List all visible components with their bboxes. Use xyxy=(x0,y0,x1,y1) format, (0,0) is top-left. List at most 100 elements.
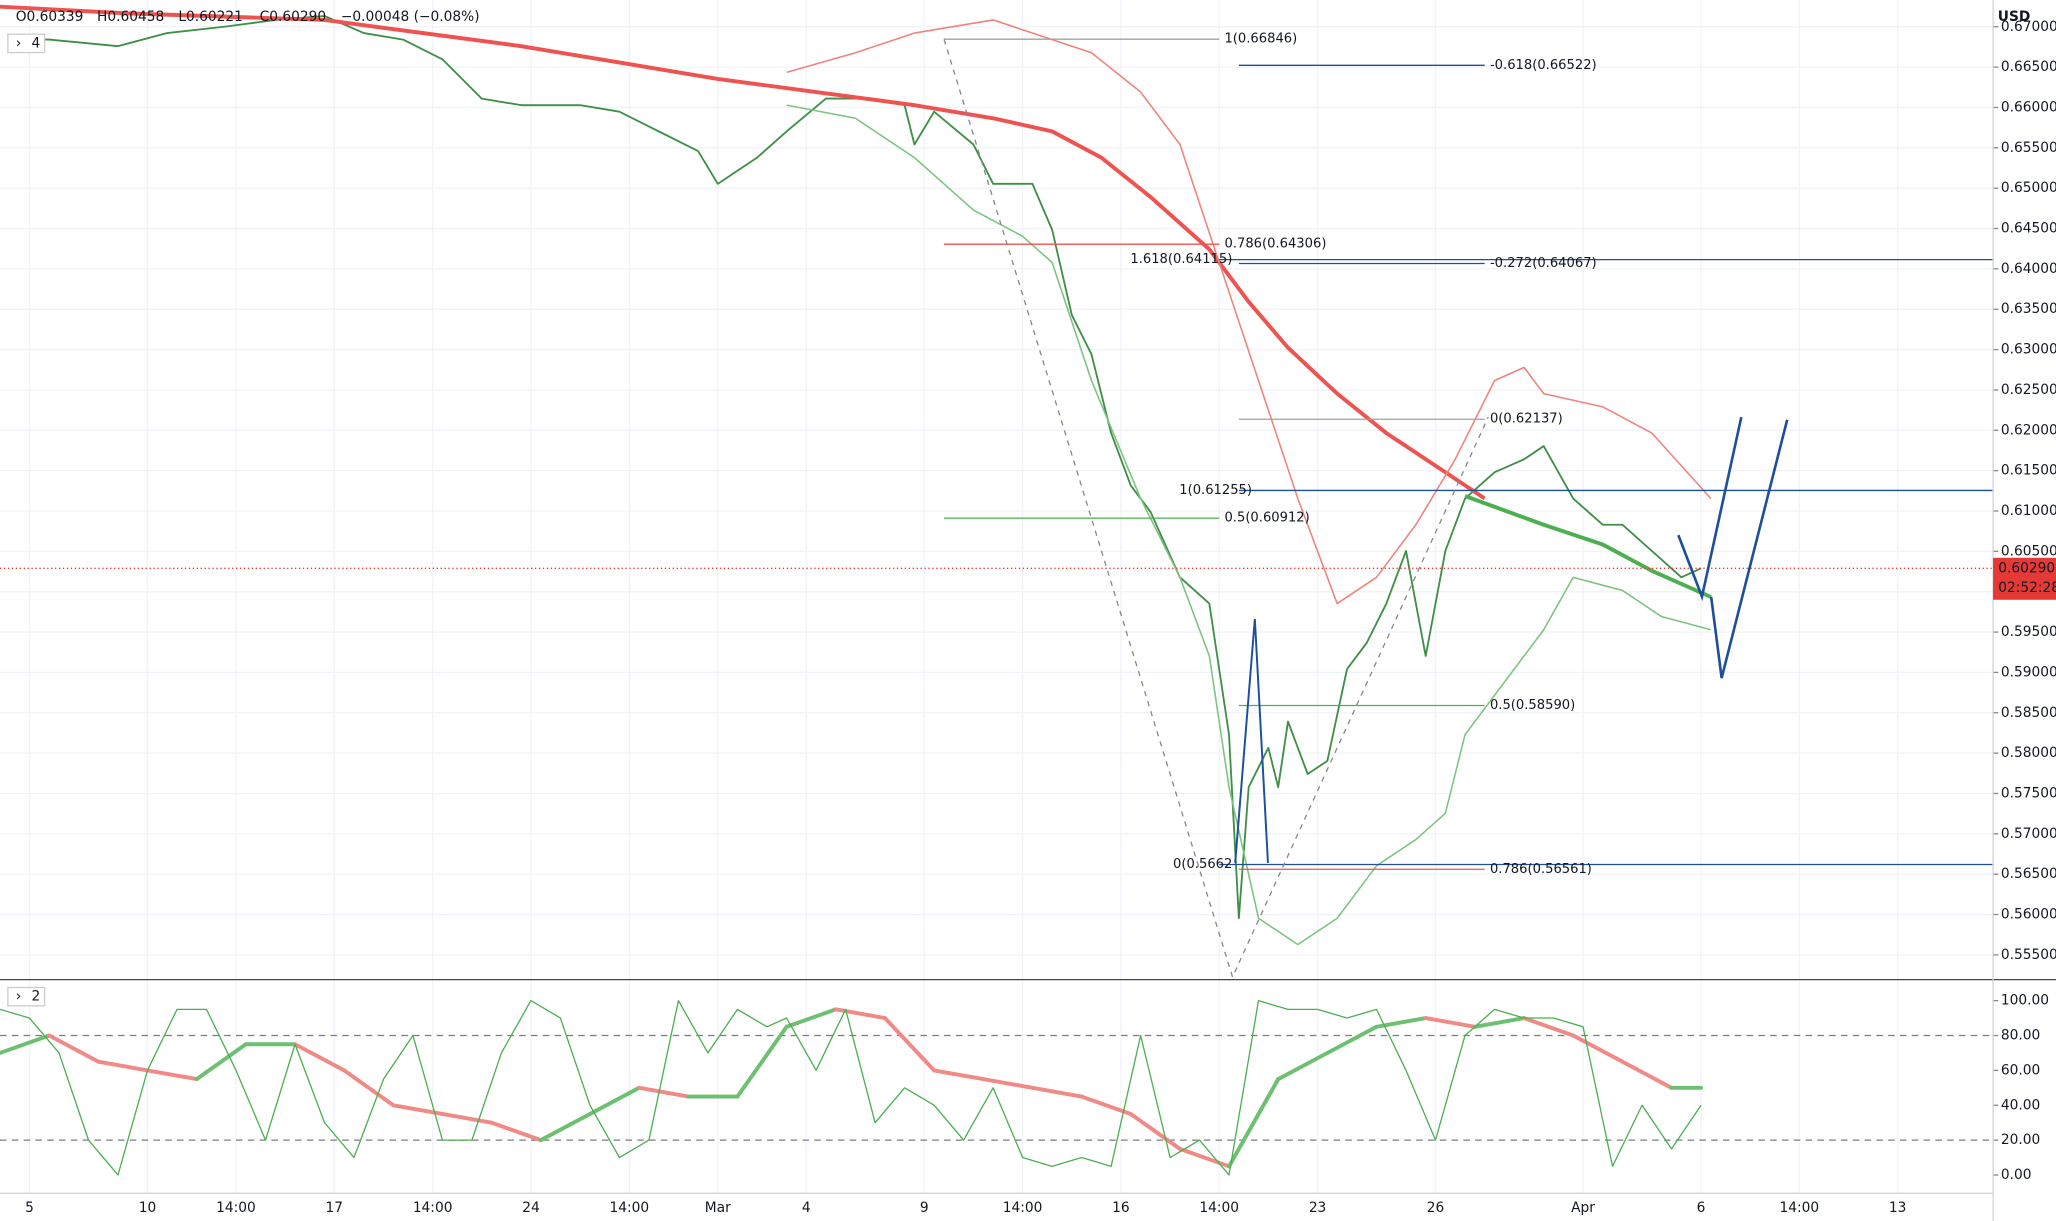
y-tick-label: 0.56500 xyxy=(2001,866,2056,882)
last-price-tag xyxy=(1993,557,2056,600)
series-segment xyxy=(1571,1033,1625,1064)
y-tick-label: 0.59500 xyxy=(2001,624,2056,640)
ohlc-value: C0.60290 xyxy=(260,9,326,25)
y-tick-label: 0.64000 xyxy=(2001,261,2056,277)
y-tick-label: 0.67000 xyxy=(2001,19,2056,35)
y-tick-label: 0.63500 xyxy=(2001,301,2056,317)
series-segment xyxy=(342,1068,396,1108)
series-segment xyxy=(1522,1016,1576,1038)
series-segment xyxy=(489,1120,543,1143)
x-tick-label: 24 xyxy=(522,1200,540,1216)
x-tick-label: 14:00 xyxy=(1199,1200,1239,1216)
series-segment xyxy=(637,1085,691,1099)
y-tick-label: 0.61000 xyxy=(2001,503,2056,519)
y-tick-label: 0.58000 xyxy=(2001,745,2056,761)
x-tick-label: 14:00 xyxy=(413,1200,453,1216)
series-segment xyxy=(587,1085,642,1116)
pane-toggle-icon: › xyxy=(16,989,22,1005)
x-tick-label: 5 xyxy=(25,1200,34,1216)
fib-label: 0(0.62137) xyxy=(1490,412,1563,427)
x-tick-label: 23 xyxy=(1309,1200,1327,1216)
x-tick-label: 13 xyxy=(1889,1200,1907,1216)
series-segment xyxy=(1030,1085,1084,1099)
fib-label: 0.5(0.60912) xyxy=(1224,511,1309,526)
y-tick-label: 0.65000 xyxy=(2001,180,2056,196)
x-tick-label: Mar xyxy=(705,1200,731,1216)
series-segment xyxy=(145,1068,199,1082)
series-line xyxy=(786,19,1712,605)
y-tick-label: 0.65500 xyxy=(2001,140,2056,156)
y-tick-label: 0.61500 xyxy=(2001,463,2056,479)
ohlc-value: H0.60458 xyxy=(97,9,164,25)
currency: USD xyxy=(1998,9,2030,25)
ohlc-value: O0.60339 xyxy=(16,9,84,25)
x-tick-label: 14:00 xyxy=(1003,1200,1043,1216)
y-tick-label: 0.60500 xyxy=(2001,543,2056,559)
series-segment xyxy=(1276,1050,1330,1082)
series-segment xyxy=(1620,1059,1674,1090)
fib-label: 0.5(0.58590) xyxy=(1490,698,1575,713)
y-tick-label: 0.57000 xyxy=(2001,826,2056,842)
ohlc-value: L0.60221 xyxy=(178,9,243,25)
drawn-pattern xyxy=(1677,416,1743,602)
series-segment xyxy=(784,1007,838,1029)
y-tick-label: 0.00 xyxy=(2001,1167,2032,1183)
y-tick-label: 100.00 xyxy=(2001,993,2049,1009)
y-tick-label: 0.56000 xyxy=(2001,907,2056,923)
series-segment xyxy=(538,1112,592,1143)
series-segment xyxy=(194,1042,248,1082)
x-tick-label: 14:00 xyxy=(1780,1200,1820,1216)
pane-toggle[interactable] xyxy=(7,33,46,54)
x-tick-label: 4 xyxy=(802,1200,811,1216)
series-line xyxy=(0,999,1702,1176)
series-segment xyxy=(1177,1146,1232,1169)
x-tick-label: 9 xyxy=(920,1200,929,1216)
drawn-pattern xyxy=(1234,618,1269,863)
series-segment xyxy=(1472,1016,1527,1029)
y-tick-label: 0.55500 xyxy=(2001,947,2056,963)
fib-trend-line xyxy=(943,39,1489,979)
y-tick-label: 0.63000 xyxy=(2001,342,2056,358)
series-segment xyxy=(1423,1016,1477,1029)
series-segment xyxy=(47,1033,101,1064)
series-segment xyxy=(1128,1112,1182,1151)
x-tick-label: 26 xyxy=(1427,1200,1445,1216)
x-tick-label: 14:00 xyxy=(609,1200,649,1216)
x-tick-label: 17 xyxy=(326,1200,344,1216)
x-tick-label: 14:00 xyxy=(216,1200,256,1216)
y-tick-label: 40.00 xyxy=(2001,1097,2040,1113)
y-tick-label: 20.00 xyxy=(2001,1132,2040,1148)
series-segment xyxy=(440,1112,494,1125)
series-segment xyxy=(833,1007,887,1021)
series-line xyxy=(1464,494,1712,599)
series-segment xyxy=(981,1077,1035,1090)
fib-label: -0.272(0.64067) xyxy=(1490,256,1597,271)
fib-label: 0.786(0.56561) xyxy=(1490,862,1592,877)
y-tick-label: 0.59000 xyxy=(2001,664,2056,680)
y-tick-label: 0.66500 xyxy=(2001,59,2056,75)
fib-label: 1.618(0.64115) xyxy=(1130,252,1232,267)
series-segment xyxy=(735,1024,789,1099)
pane-toggle[interactable] xyxy=(7,986,46,1007)
series-segment xyxy=(932,1068,986,1082)
fib-label: 1(0.61255) xyxy=(1179,483,1252,498)
series-line xyxy=(9,15,1702,920)
series-segment xyxy=(1325,1024,1379,1055)
fib-label: 0(0.5662 xyxy=(1173,857,1232,872)
price-change: −0.00048 (−0.08%) xyxy=(341,9,480,25)
fib-label: 1(0.66846) xyxy=(1224,32,1297,47)
x-tick-label: Apr xyxy=(1571,1200,1595,1216)
y-tick-label: 0.64500 xyxy=(2001,221,2056,237)
pane-toggle-icon: › xyxy=(16,35,22,51)
series-line xyxy=(0,4,1486,501)
y-tick-label: 0.66000 xyxy=(2001,99,2056,115)
y-tick-label: 0.62000 xyxy=(2001,422,2056,438)
y-tick-label: 60.00 xyxy=(2001,1062,2040,1078)
series-segment xyxy=(0,1033,52,1055)
series-line xyxy=(786,104,1712,946)
x-tick-label: 16 xyxy=(1112,1200,1130,1216)
series-segment xyxy=(1227,1077,1281,1169)
plot-area: 1(0.66846)-0.618(0.66522)0.786(0.64306)1… xyxy=(0,4,1994,1176)
legend: › 4 › 2 USD O0.60339 H0.60458 L0.60221 C0.6… xyxy=(7,9,2030,1007)
